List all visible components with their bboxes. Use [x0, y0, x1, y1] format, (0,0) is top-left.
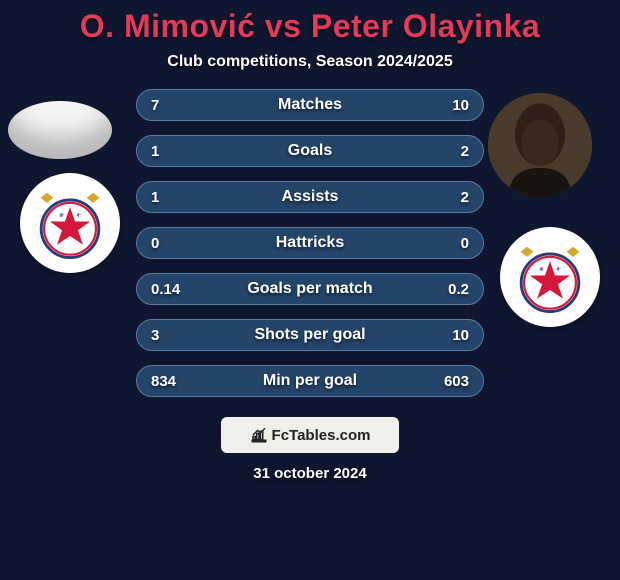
stat-left-value: 3	[151, 327, 159, 344]
chart-icon	[250, 426, 268, 444]
stats-area: Φ K Φ K 7Matches101Goals21Assists20Hattr…	[0, 89, 620, 397]
stat-row: 834Min per goal603	[136, 365, 484, 397]
page-title: O. Mimović vs Peter Olayinka	[0, 8, 620, 45]
stat-row: 3Shots per goal10	[136, 319, 484, 351]
stat-label: Shots per goal	[137, 326, 483, 344]
club-right-badge: Φ K	[500, 227, 600, 327]
stat-right-value: 0.2	[448, 281, 469, 298]
stat-row: 0Hattricks0	[136, 227, 484, 259]
stat-label: Hattricks	[137, 234, 483, 252]
stat-label: Goals per match	[137, 280, 483, 298]
stat-label: Min per goal	[137, 372, 483, 390]
stat-row: 7Matches10	[136, 89, 484, 121]
stat-right-value: 0	[461, 235, 469, 252]
crvena-zvezda-crest-icon: Φ K	[514, 241, 586, 313]
stat-row: 0.14Goals per match0.2	[136, 273, 484, 305]
player-silhouette-icon	[488, 93, 592, 197]
stat-left-value: 0.14	[151, 281, 180, 298]
subtitle: Club competitions, Season 2024/2025	[0, 53, 620, 71]
stat-left-value: 1	[151, 189, 159, 206]
stat-label: Goals	[137, 142, 483, 160]
player-left-avatar	[8, 101, 112, 159]
stat-right-value: 2	[461, 143, 469, 160]
stat-row: 1Goals2	[136, 135, 484, 167]
comparison-card: O. Mimović vs Peter Olayinka Club compet…	[0, 0, 620, 580]
stat-right-value: 2	[461, 189, 469, 206]
player-right-avatar	[488, 93, 592, 197]
stat-left-value: 7	[151, 97, 159, 114]
watermark-text: FcTables.com	[272, 427, 371, 444]
date: 31 october 2024	[0, 465, 620, 482]
stat-rows: 7Matches101Goals21Assists20Hattricks00.1…	[136, 89, 484, 397]
stat-label: Matches	[137, 96, 483, 114]
club-left-badge: Φ K	[20, 173, 120, 273]
watermark: FcTables.com	[221, 417, 399, 453]
stat-right-value: 10	[452, 97, 469, 114]
stat-right-value: 603	[444, 373, 469, 390]
stat-left-value: 1	[151, 143, 159, 160]
stat-left-value: 0	[151, 235, 159, 252]
stat-left-value: 834	[151, 373, 176, 390]
stat-label: Assists	[137, 188, 483, 206]
stat-row: 1Assists2	[136, 181, 484, 213]
crvena-zvezda-crest-icon: Φ K	[34, 187, 106, 259]
stat-right-value: 10	[452, 327, 469, 344]
